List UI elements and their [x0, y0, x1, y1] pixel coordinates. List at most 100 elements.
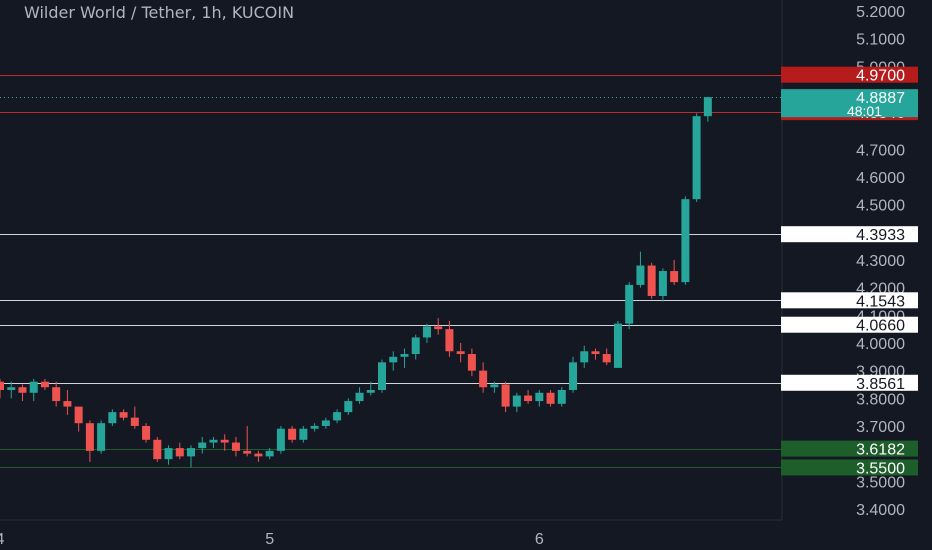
- candle: [74, 406, 83, 432]
- candle-body: [220, 439, 229, 443]
- price-tick-label: 4.7000: [856, 142, 905, 159]
- candle-body: [490, 384, 499, 388]
- candle-body: [164, 448, 173, 460]
- candle: [366, 381, 375, 396]
- candle: [456, 342, 465, 363]
- candle-body: [119, 412, 128, 418]
- level-label-box-2: [781, 226, 918, 243]
- candle: [7, 381, 16, 399]
- candle: [265, 448, 274, 460]
- candle: [333, 409, 342, 424]
- candle: [681, 196, 690, 285]
- candle: [658, 268, 667, 302]
- candle-body: [63, 401, 72, 407]
- candle-body: [501, 384, 510, 407]
- candle-body: [7, 387, 16, 390]
- level-label-box-3: [781, 292, 918, 309]
- candle: [524, 390, 533, 404]
- candle: [703, 96, 712, 122]
- candles: [0, 96, 712, 468]
- price-tick-label: 3.5000: [856, 474, 905, 491]
- candle-body: [366, 390, 375, 393]
- candle-body: [557, 390, 566, 404]
- candle-body: [580, 351, 589, 363]
- candle-body: [175, 448, 184, 457]
- candle: [378, 359, 387, 393]
- candle-body: [434, 326, 443, 330]
- time-tick-label: 4: [0, 531, 5, 548]
- candle-body: [310, 425, 319, 429]
- level-label-0: 4.9700: [856, 68, 905, 85]
- candle: [569, 356, 578, 393]
- candle-body: [344, 401, 353, 413]
- price-tick-label: 3.7000: [856, 419, 905, 436]
- candle: [501, 381, 510, 413]
- candle: [310, 423, 319, 432]
- candle: [580, 345, 589, 368]
- candle-body: [333, 412, 342, 421]
- candle-body: [299, 428, 308, 440]
- candle: [276, 425, 285, 454]
- candle: [400, 348, 409, 368]
- candle: [220, 434, 229, 451]
- candle-body: [209, 439, 218, 443]
- candle: [613, 320, 622, 368]
- candle-body: [512, 395, 521, 407]
- candle: [512, 392, 521, 413]
- price-tick-label: 4.6000: [856, 170, 905, 187]
- candle: [243, 425, 252, 457]
- candle-body: [52, 387, 61, 402]
- candle-body: [198, 442, 207, 449]
- level-label-box-7: [781, 459, 918, 476]
- candle-body: [0, 381, 4, 390]
- level-label-2: 4.3933: [856, 227, 905, 244]
- candle: [130, 406, 139, 429]
- candle-body: [456, 351, 465, 355]
- level-label-3: 4.1543: [856, 293, 905, 310]
- candle: [692, 113, 701, 202]
- candle-body: [670, 271, 679, 283]
- candle-body: [142, 425, 151, 440]
- candle: [535, 390, 544, 407]
- candle: [63, 390, 72, 415]
- candle-body: [18, 387, 27, 393]
- price-tick-label: 3.4000: [856, 502, 905, 519]
- candle-body: [411, 337, 420, 355]
- candle: [344, 398, 353, 415]
- candle-body: [636, 265, 645, 285]
- candle: [647, 262, 656, 299]
- level-label-box-0: [781, 66, 918, 83]
- price-tick-label: 4.5000: [856, 198, 905, 215]
- level-label-5: 3.8561: [856, 376, 905, 393]
- candle: [490, 381, 499, 393]
- candle: [164, 445, 173, 465]
- candle: [557, 387, 566, 407]
- candle: [209, 437, 218, 449]
- time-axis-ticks: 4 5 6: [0, 531, 544, 548]
- candle-body: [445, 329, 454, 352]
- candle: [29, 378, 38, 402]
- candle: [625, 282, 634, 330]
- candle: [355, 387, 364, 404]
- candle: [288, 425, 297, 443]
- candle: [254, 450, 263, 462]
- price-axis-labels: 4.97004.83464.39334.15434.06603.85613.61…: [781, 66, 918, 477]
- candle: [636, 251, 645, 288]
- candle-body: [681, 199, 690, 283]
- candle: [198, 437, 207, 454]
- level-label-box-5: [781, 374, 918, 391]
- candle-countdown: 48:01: [847, 103, 882, 119]
- candle: [321, 417, 330, 429]
- candle-body: [591, 351, 600, 355]
- candle-body: [265, 450, 274, 457]
- candle-body: [355, 392, 364, 402]
- time-tick-label: 5: [265, 531, 274, 548]
- candle-body: [658, 271, 667, 296]
- candle-body: [288, 428, 297, 440]
- level-label-4: 4.0660: [856, 318, 905, 335]
- candle-body: [625, 284, 634, 324]
- candle: [52, 381, 61, 407]
- candle: [479, 362, 488, 393]
- candle-body: [602, 354, 611, 363]
